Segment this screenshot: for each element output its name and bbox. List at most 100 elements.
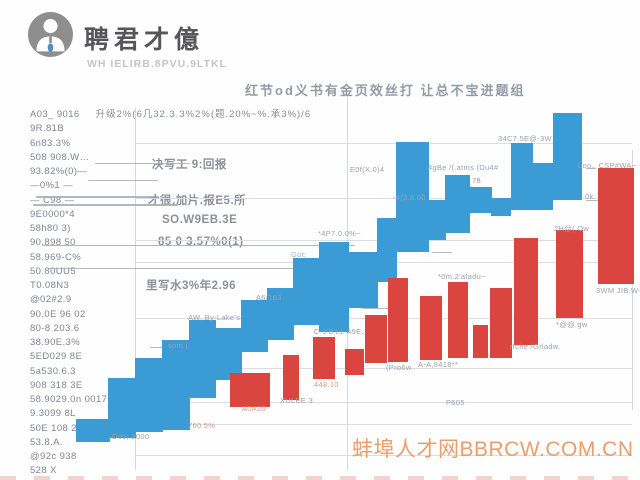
- bar-annotation: 760 5%: [188, 421, 216, 430]
- bar-annotation: AW, By-Lake's: [188, 313, 241, 322]
- left-label-text: 50E 108 2: [30, 422, 77, 434]
- brand-name: 聘君才億: [84, 27, 205, 54]
- bar-blue-series: [445, 175, 470, 233]
- bar-annotation: E0f(X.0)4: [350, 165, 385, 174]
- gridline-horizontal: [135, 198, 632, 199]
- bar-annotation: *4P7.0.0%~: [318, 229, 361, 238]
- bar-annotation: 0k.: [585, 192, 596, 201]
- sketch-line: [95, 163, 190, 164]
- person-icon: [36, 19, 65, 52]
- left-label: 50E 108 2: [30, 422, 630, 436]
- left-label-column: A03_ 9016 升级2%(6几32.3.3%2%(题.20%~%.承3%)/6…: [30, 108, 630, 479]
- left-label: 58.9029.0n 0017: [30, 393, 630, 407]
- bar-blue-series: [429, 200, 446, 240]
- bar-red-series: [230, 373, 270, 407]
- mid-label: 决写工 9:回报: [152, 159, 227, 171]
- left-label: T0.08N3: [30, 279, 630, 293]
- mid-label: SO.W9EB.3E: [162, 214, 238, 226]
- bar-annotation: 448.10: [314, 380, 339, 389]
- left-label-text: 38.90E.3%: [30, 337, 81, 348]
- bar-blue-series: [319, 242, 349, 332]
- bar-annotation: (Pro6w.: [386, 363, 414, 372]
- left-label: 5ED029 8E: [30, 350, 630, 364]
- left-label: 90.0E 96 02: [30, 308, 630, 322]
- bar-annotation: rtche /Grladw.: [510, 342, 561, 351]
- left-label-text: 90.898 50: [30, 237, 76, 249]
- sketch-line: [586, 200, 598, 201]
- bar-red-series: [345, 349, 364, 375]
- bar-annotation: A6/163: [256, 293, 282, 302]
- left-label-text: — C98 —: [30, 194, 75, 206]
- watermark: 蚌埠人才网BBRCW.COM.CN: [352, 438, 634, 461]
- chart-title: 红节od义书有金页效丝打 让总不宝进题组: [245, 83, 526, 98]
- bar-red-series: [556, 230, 583, 318]
- left-label: 6n83.3%: [30, 137, 630, 151]
- mid-label: 85 0 3.57%0(1): [158, 236, 244, 248]
- left-label-text: 9E0000*4: [30, 208, 75, 220]
- left-label: 38.90E.3%: [30, 336, 630, 350]
- left-label: @92c 938: [30, 450, 630, 464]
- bar-blue-series: [135, 358, 163, 432]
- bar-blue-series: [293, 258, 320, 325]
- left-label-text: @02#2.9: [30, 294, 72, 306]
- bar-blue-series: [470, 187, 492, 213]
- bar-annotation: XULEE 3: [280, 396, 313, 405]
- bar-blue-series: [267, 288, 294, 340]
- left-label: 58h80 3): [30, 222, 630, 236]
- brand-logo: [28, 12, 73, 57]
- bar-annotation: -4(3.8.00: [393, 193, 426, 202]
- sketch-line: [36, 196, 150, 198]
- bar-annotation: *@@.gw: [556, 320, 588, 329]
- bar-annotation: C-9'B'LL A9E.,: [314, 327, 367, 336]
- sketch-line: [33, 204, 178, 206]
- gridline-horizontal: [135, 424, 632, 425]
- bar-blue-series: [511, 143, 533, 210]
- gridline-horizontal: [135, 402, 632, 403]
- sketch-line: [48, 268, 345, 269]
- left-label-text: 58.9029.0n 0017: [30, 394, 108, 405]
- sketch-line: [42, 245, 355, 246]
- left-label: — C98 —: [30, 194, 630, 208]
- bar-annotation: 2H@(.Ow: [554, 224, 590, 233]
- left-label-text: —0%1 —: [30, 180, 74, 192]
- bar-blue-series: [396, 142, 429, 252]
- left-label-text: 93.82%(0)—: [30, 166, 88, 177]
- left-label-text: 90.0E 96 02: [30, 308, 86, 320]
- bar-blue-series: [215, 328, 242, 380]
- bar-blue-series: [241, 300, 268, 352]
- bar-annotation: Doo; 2000: [112, 432, 150, 441]
- bar-red-series: [283, 355, 299, 400]
- bar-annotation: som (: [168, 341, 189, 350]
- left-label-text: 508 908.W…: [30, 151, 90, 163]
- bar-red-series: [448, 282, 468, 358]
- mid-label: 里写水3%年2.96: [146, 280, 237, 292]
- gridline-vertical: [135, 108, 136, 470]
- left-label-text: 9.3099 8L: [30, 408, 76, 420]
- bar-annotation: *0m.2'afadu~: [438, 272, 486, 281]
- left-label-text: @92c 938: [30, 451, 77, 462]
- sketch-line: [432, 252, 452, 253]
- bar-annotation: Got;: [291, 250, 307, 259]
- left-label-text: 908 318 3E: [30, 379, 83, 391]
- left-label: 5a530.6.3: [30, 365, 630, 379]
- left-label: 90.898 50: [30, 236, 630, 250]
- left-label-text: 80-8 203.6: [30, 322, 80, 334]
- left-label-text: T0.08N3: [30, 280, 70, 291]
- bar-blue-series: [553, 113, 582, 200]
- bar-red-series: [473, 325, 488, 358]
- bar-blue-series: [108, 378, 136, 438]
- sketch-line: [586, 168, 596, 169]
- left-label-text: 528 X: [30, 465, 57, 477]
- left-label: 9E0000*4: [30, 208, 630, 222]
- left-header-extension: 升级2%(6几32.3.3%2%(题.20%~%.承3%)/6: [95, 109, 312, 120]
- bar-blue-series: [533, 163, 553, 210]
- left-label-text: A03_ 9016: [30, 109, 80, 120]
- left-label: 528 X: [30, 464, 630, 478]
- left-label: 93.82%(0)—: [30, 165, 630, 179]
- bar-annotation: Loo.. CSP#WA~: [578, 161, 637, 170]
- bar-red-series: [420, 296, 442, 360]
- bar-annotation: 34C7.5E@-3W: [498, 134, 552, 143]
- bar-annotation: A-A,8418**: [418, 360, 459, 369]
- bottom-edge-strip: [0, 476, 640, 480]
